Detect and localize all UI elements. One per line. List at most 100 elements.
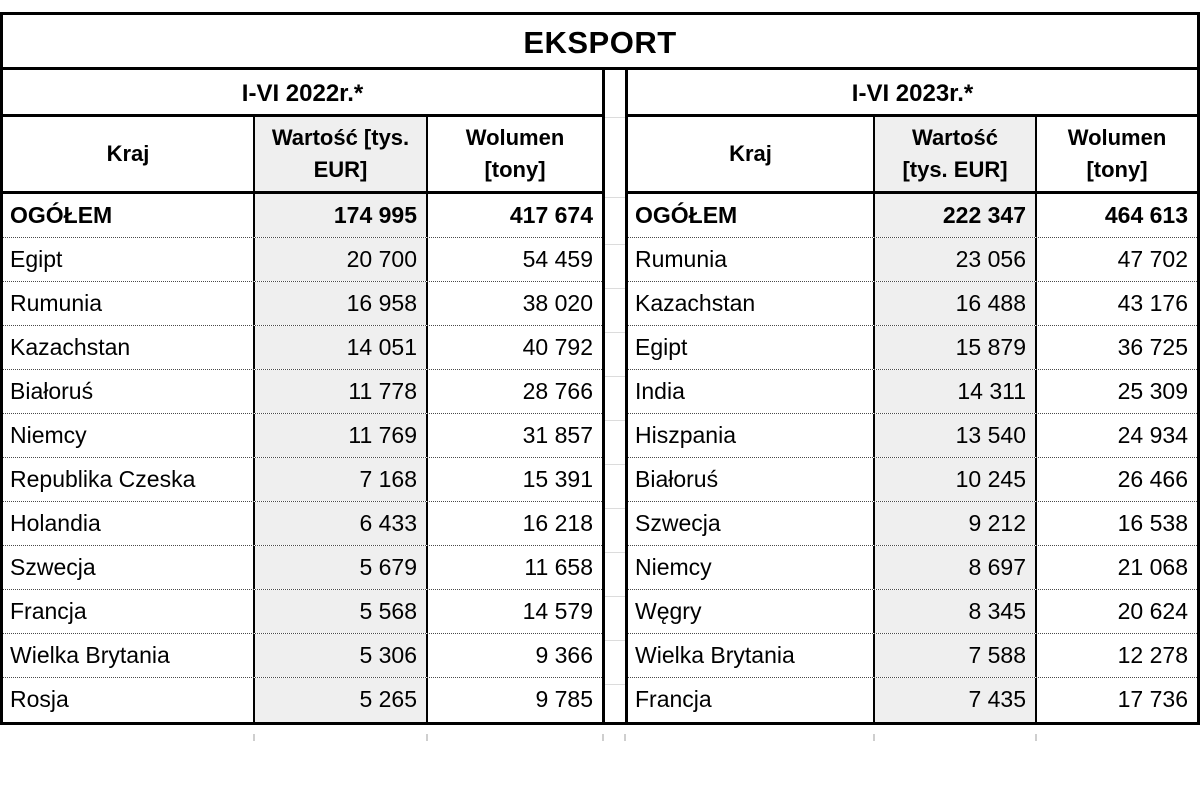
- table-row: Rumunia 16 958 38 020: [3, 282, 602, 326]
- table-row: Rumunia 23 056 47 702: [628, 238, 1197, 282]
- divider-gridline: [605, 332, 625, 333]
- table-2022: I-VI 2022r.* Kraj Wartość [tys. EUR] Wol…: [3, 70, 602, 722]
- table-row: Szwecja 5 679 11 658: [3, 546, 602, 590]
- volume-cell: 36 725: [1035, 326, 1197, 369]
- volume-cell: 20 624: [1035, 590, 1197, 633]
- value-cell: 20 700: [253, 238, 426, 281]
- volume-cell: 25 309: [1035, 370, 1197, 413]
- value-cell: 16 958: [253, 282, 426, 325]
- value-cell: 5 306: [253, 634, 426, 677]
- divider-gridline: [605, 244, 625, 245]
- table-row: Wielka Brytania 7 588 12 278: [628, 634, 1197, 678]
- gridline-tick: [624, 734, 626, 741]
- table-row: Węgry 8 345 20 624: [628, 590, 1197, 634]
- table-row: Niemcy 11 769 31 857: [3, 414, 602, 458]
- volume-cell: 47 702: [1035, 238, 1197, 281]
- header-wolumen-line2: [tony]: [1086, 157, 1148, 182]
- value-cell: 7 435: [873, 678, 1035, 722]
- value-cell: 23 056: [873, 238, 1035, 281]
- tables-row: I-VI 2022r.* Kraj Wartość [tys. EUR] Wol…: [3, 70, 1197, 722]
- volume-cell: 16 218: [426, 502, 602, 545]
- country-cell: Francja: [10, 598, 87, 624]
- table-title: EKSPORT: [3, 15, 1197, 70]
- header-wartosc: Wartość [tys. EUR]: [253, 117, 426, 191]
- table-2023: I-VI 2023r.* Kraj Wartość [tys. EUR] Wol…: [628, 70, 1197, 722]
- divider-gridline: [605, 464, 625, 465]
- country-cell: Rumunia: [635, 246, 728, 272]
- country-cell: Holandia: [10, 510, 101, 536]
- value-cell: 16 488: [873, 282, 1035, 325]
- value-cell: 14 051: [253, 326, 426, 369]
- country-cell: Szwecja: [10, 554, 96, 580]
- table-row: Białoruś 11 778 28 766: [3, 370, 602, 414]
- country-cell: Niemcy: [10, 422, 87, 448]
- divider-gridline: [605, 376, 625, 377]
- gridline-tick: [253, 734, 255, 741]
- volume-cell: 15 391: [426, 458, 602, 501]
- divider-gridline: [605, 552, 625, 553]
- value-cell: 5 568: [253, 590, 426, 633]
- value-cell: 15 879: [873, 326, 1035, 369]
- divider-gridline: [605, 420, 625, 421]
- total-row: OGÓŁEM 222 347 464 613: [628, 194, 1197, 238]
- value-cell: 174 995: [253, 194, 426, 237]
- volume-cell: 28 766: [426, 370, 602, 413]
- volume-cell: 43 176: [1035, 282, 1197, 325]
- country-cell: Egipt: [10, 246, 63, 272]
- volume-cell: 417 674: [426, 194, 602, 237]
- volume-cell: 9 366: [426, 634, 602, 677]
- header-wolumen-line1: Wolumen: [465, 125, 565, 150]
- table-row: Wielka Brytania 5 306 9 366: [3, 634, 602, 678]
- value-cell: 11 778: [253, 370, 426, 413]
- country-cell: Węgry: [635, 598, 702, 624]
- header-wartosc-line1: Wartość: [912, 125, 998, 150]
- volume-cell: 21 068: [1035, 546, 1197, 589]
- country-cell: Hiszpania: [635, 422, 736, 448]
- total-row: OGÓŁEM 174 995 417 674: [3, 194, 602, 238]
- table-row: India 14 311 25 309: [628, 370, 1197, 414]
- table-row: Niemcy 8 697 21 068: [628, 546, 1197, 590]
- table-row: Rosja 5 265 9 785: [3, 678, 602, 722]
- country-cell: Szwecja: [635, 510, 721, 536]
- table-row: Hiszpania 13 540 24 934: [628, 414, 1197, 458]
- gridline-tick: [1035, 734, 1037, 741]
- divider-gridline: [605, 640, 625, 641]
- header-wartosc-line1: Wartość [tys.: [271, 125, 410, 150]
- divider-gridline: [605, 288, 625, 289]
- table-row: Kazachstan 14 051 40 792: [3, 326, 602, 370]
- country-cell: Niemcy: [635, 554, 712, 580]
- header-wartosc-line2: [tys. EUR]: [902, 157, 1008, 182]
- period-header-2023: I-VI 2023r.*: [628, 70, 1197, 117]
- header-kraj: Kraj: [106, 141, 150, 166]
- gridline-tick: [873, 734, 875, 741]
- country-cell: Kazachstan: [10, 334, 131, 360]
- divider-gridline: [605, 596, 625, 597]
- country-cell: India: [635, 378, 685, 404]
- volume-cell: 9 785: [426, 678, 602, 722]
- volume-cell: 464 613: [1035, 194, 1197, 237]
- country-cell: Wielka Brytania: [10, 642, 170, 668]
- table-row: Francja 5 568 14 579: [3, 590, 602, 634]
- volume-cell: 54 459: [426, 238, 602, 281]
- gridline-tick: [602, 734, 604, 741]
- value-cell: 5 265: [253, 678, 426, 722]
- country-cell: Republika Czeska: [10, 466, 196, 492]
- volume-cell: 40 792: [426, 326, 602, 369]
- volume-cell: 14 579: [426, 590, 602, 633]
- table-row: Białoruś 10 245 26 466: [628, 458, 1197, 502]
- value-cell: 8 345: [873, 590, 1035, 633]
- volume-cell: 12 278: [1035, 634, 1197, 677]
- header-wartosc: Wartość [tys. EUR]: [873, 117, 1035, 191]
- value-cell: 5 679: [253, 546, 426, 589]
- table-row: Francja 7 435 17 736: [628, 678, 1197, 722]
- gridline-tick: [426, 734, 428, 741]
- table-body-2022: OGÓŁEM 174 995 417 674 Egipt 20 700 54 459 Rum…: [3, 194, 602, 722]
- header-wolumen: Wolumen [tony]: [426, 117, 602, 191]
- period-header-2022: I-VI 2022r.*: [3, 70, 602, 117]
- value-cell: 13 540: [873, 414, 1035, 457]
- divider-gridline: [605, 197, 625, 198]
- country-cell: Białoruś: [10, 378, 94, 404]
- header-wartosc-line2: EUR]: [313, 157, 368, 182]
- country-cell: Rumunia: [10, 290, 103, 316]
- volume-cell: 31 857: [426, 414, 602, 457]
